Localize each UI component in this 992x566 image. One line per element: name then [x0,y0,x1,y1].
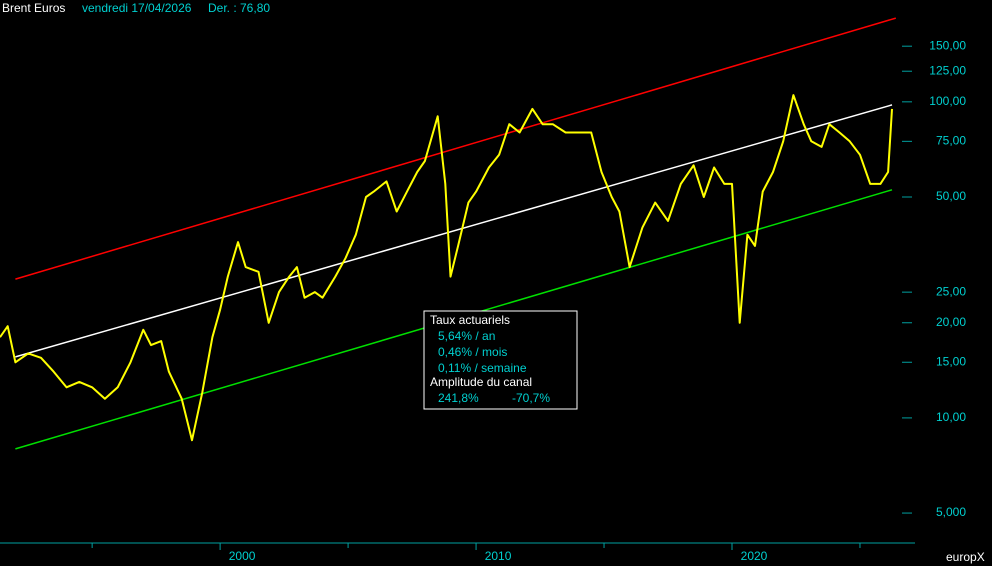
x-tick-label: 2020 [741,549,768,563]
series-line [0,94,893,442]
y-tick-label: 25,00 [936,284,966,298]
box-amplitude-heading: Amplitude du canal [430,375,532,389]
series-line [15,104,893,358]
y-tick-label: 5,000 [936,505,966,519]
y-tick-label: 150,00 [929,38,966,52]
info-box [423,310,578,410]
series-line [15,17,897,280]
box-amplitude: -70,7% [512,391,550,405]
y-tick-label: 50,00 [936,189,966,203]
y-tick-label: 100,00 [929,94,966,108]
subtitle: vendredi 17/04/2026 [82,1,192,15]
watermark: europX [946,550,985,564]
chart-title: Brent Euros [2,1,65,15]
box-rate: 5,64% / an [438,329,495,343]
y-tick-label: 125,00 [929,63,966,77]
y-tick-label: 15,00 [936,354,966,368]
box-amplitude: 241,8% [438,391,479,405]
y-tick-label: 20,00 [936,315,966,329]
box-rate: 0,46% / mois [438,345,507,359]
box-heading: Taux actuariels [430,313,510,327]
x-tick-label: 2000 [229,549,256,563]
x-tick-label: 2010 [485,549,512,563]
box-rate: 0,11% / semaine [438,361,527,375]
last-price: Der. : 76,80 [208,1,270,15]
y-tick-label: 75,00 [936,134,966,148]
y-tick-label: 10,00 [936,410,966,424]
